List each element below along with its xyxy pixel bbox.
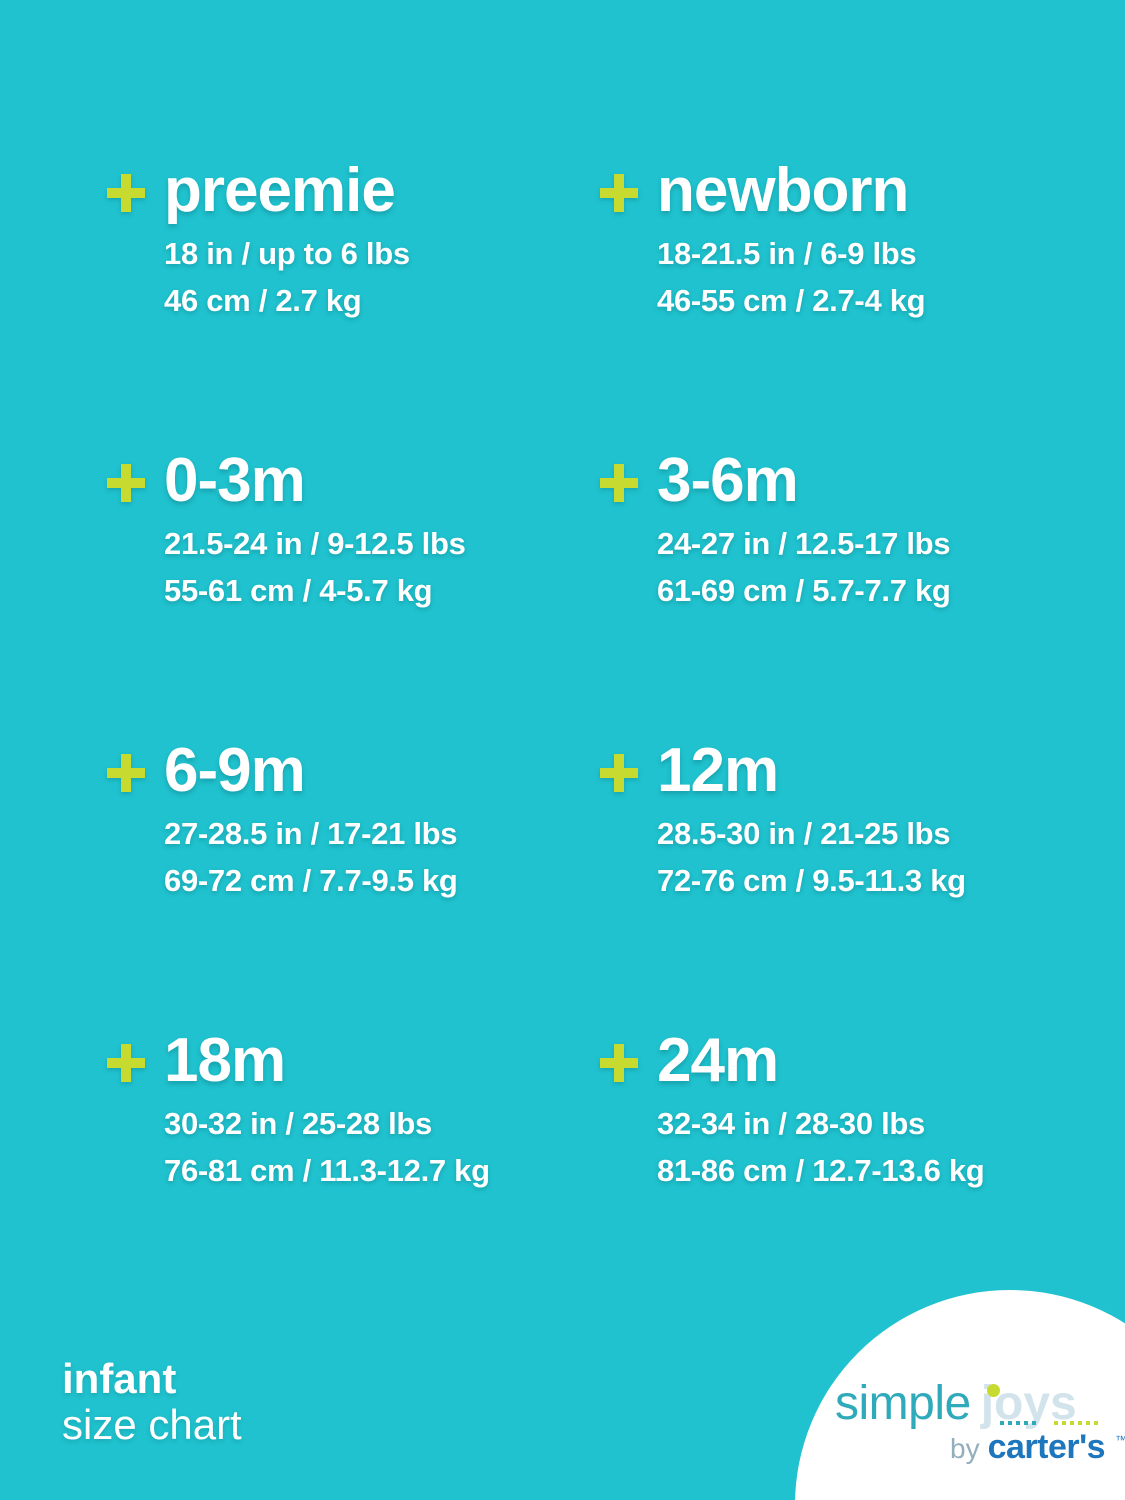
size-name: 18m: [164, 1026, 286, 1095]
size-imperial: 21.5-24 in / 9-12.5 lbs: [164, 526, 466, 561]
size-imperial: 18-21.5 in / 6-9 lbs: [657, 236, 917, 271]
logo-j-dot-icon: [987, 1384, 1000, 1397]
size-block-0-3m: 0-3m 21.5-24 in / 9-12.5 lbs 55-61 cm / …: [107, 448, 466, 614]
logo-simple-text: simple: [835, 1377, 971, 1430]
size-imperial: 27-28.5 in / 17-21 lbs: [164, 816, 458, 851]
size-block-newborn: newborn 18-21.5 in / 6-9 lbs 46-55 cm / …: [600, 158, 926, 324]
size-header: 6-9m: [107, 738, 458, 804]
trademark-symbol: ™: [1115, 1433, 1125, 1447]
plus-icon: [600, 754, 638, 792]
dotted-underline-teal: [1000, 1421, 1037, 1425]
size-metric: 72-76 cm / 9.5-11.3 kg: [657, 863, 966, 898]
size-block-6-9m: 6-9m 27-28.5 in / 17-21 lbs 69-72 cm / 7…: [107, 738, 458, 904]
brand-logo-byline: by carter's ™: [950, 1428, 1125, 1467]
chart-title-label: size chart: [62, 1401, 242, 1448]
logo-carters-text: carter's: [987, 1428, 1106, 1466]
chart-title: infant size chart: [62, 1356, 242, 1448]
plus-icon: [600, 464, 638, 502]
size-header: newborn: [600, 158, 925, 224]
size-imperial: 28.5-30 in / 21-25 lbs: [657, 816, 951, 851]
size-imperial: 18 in / up to 6 lbs: [164, 236, 410, 271]
size-metric: 46-55 cm / 2.7-4 kg: [657, 283, 926, 318]
size-header: 3-6m: [600, 448, 951, 514]
size-metric: 46 cm / 2.7 kg: [164, 283, 362, 318]
logo-by-text: by: [950, 1433, 980, 1464]
size-name: 6-9m: [164, 736, 306, 805]
size-metric: 81-86 cm / 12.7-13.6 kg: [657, 1153, 985, 1188]
plus-icon: [600, 1044, 638, 1082]
size-name: 24m: [657, 1026, 779, 1095]
size-metric: 76-81 cm / 11.3-12.7 kg: [164, 1153, 490, 1188]
brand-logo-wordmark: simple joys: [835, 1378, 1077, 1430]
size-metric: 61-69 cm / 5.7-7.7 kg: [657, 573, 951, 608]
plus-icon: [107, 464, 145, 502]
size-block-24m: 24m 32-34 in / 28-30 lbs 81-86 cm / 12.7…: [600, 1028, 985, 1194]
size-name: 0-3m: [164, 446, 306, 515]
plus-icon: [600, 174, 638, 212]
size-header: 0-3m: [107, 448, 466, 514]
plus-icon: [107, 1044, 145, 1082]
size-name: newborn: [657, 156, 909, 225]
size-name: preemie: [164, 156, 396, 225]
size-block-3-6m: 3-6m 24-27 in / 12.5-17 lbs 61-69 cm / 5…: [600, 448, 951, 614]
size-header: 24m: [600, 1028, 984, 1094]
plus-icon: [107, 754, 145, 792]
size-metric: 69-72 cm / 7.7-9.5 kg: [164, 863, 458, 898]
size-imperial: 24-27 in / 12.5-17 lbs: [657, 526, 951, 561]
size-header: 18m: [107, 1028, 490, 1094]
size-header: 12m: [600, 738, 966, 804]
chart-title-category: infant: [62, 1355, 177, 1402]
size-name: 3-6m: [657, 446, 799, 515]
size-metric: 55-61 cm / 4-5.7 kg: [164, 573, 433, 608]
size-imperial: 32-34 in / 28-30 lbs: [657, 1106, 925, 1141]
size-header: preemie: [107, 158, 410, 224]
size-block-preemie: preemie 18 in / up to 6 lbs 46 cm / 2.7 …: [107, 158, 410, 324]
size-block-12m: 12m 28.5-30 in / 21-25 lbs 72-76 cm / 9.…: [600, 738, 966, 904]
size-imperial: 30-32 in / 25-28 lbs: [164, 1106, 432, 1141]
size-block-18m: 18m 30-32 in / 25-28 lbs 76-81 cm / 11.3…: [107, 1028, 490, 1194]
plus-icon: [107, 174, 145, 212]
size-name: 12m: [657, 736, 779, 805]
dotted-underline-yellow: [1054, 1421, 1099, 1425]
